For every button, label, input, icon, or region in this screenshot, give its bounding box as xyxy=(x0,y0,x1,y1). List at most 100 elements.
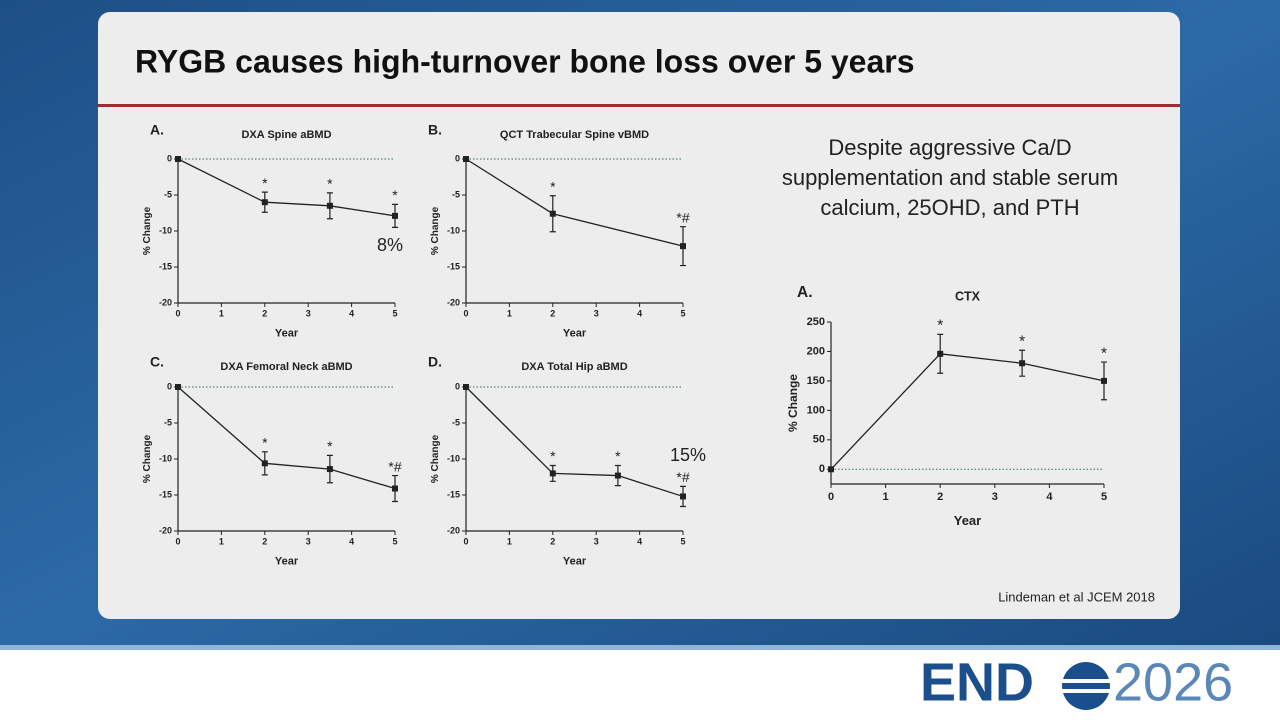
series-line xyxy=(830,353,1105,470)
chart-title: DXA Spine aBMD xyxy=(241,129,331,141)
significance-marker: * xyxy=(1101,345,1107,362)
x-tick-label: 5 xyxy=(392,308,397,318)
x-tick-label: 4 xyxy=(349,308,354,318)
point xyxy=(261,199,268,206)
y-tick-label: -15 xyxy=(447,489,460,499)
logo-globe xyxy=(1060,662,1112,710)
y-tick-label: 0 xyxy=(167,381,172,391)
x-tick-label: 3 xyxy=(594,536,599,546)
chart-title: DXA Femoral Neck aBMD xyxy=(220,361,352,373)
x-tick-label: 1 xyxy=(219,308,224,318)
panel-label: D. xyxy=(428,354,442,370)
x-tick-label: 5 xyxy=(392,536,397,546)
y-tick-label: -20 xyxy=(447,297,460,307)
significance-marker: * xyxy=(1019,333,1025,350)
x-tick-label: 4 xyxy=(349,536,354,546)
content-panel xyxy=(98,12,1180,619)
x-axis-label: Year xyxy=(954,513,981,528)
point xyxy=(614,472,621,479)
note-line: supplementation and stable serum xyxy=(782,165,1118,190)
x-tick-label: 0 xyxy=(828,491,834,503)
citation: Lindeman et al JCEM 2018 xyxy=(998,589,1155,604)
y-tick-label: 0 xyxy=(455,153,460,163)
significance-marker: * xyxy=(392,187,398,203)
note-line: Despite aggressive Ca/D xyxy=(828,135,1071,160)
y-axis-label: % Change xyxy=(430,434,441,483)
x-tick-label: 5 xyxy=(1101,491,1107,503)
x-tick-label: 5 xyxy=(680,536,685,546)
point xyxy=(463,156,469,162)
y-tick-label: 0 xyxy=(455,381,460,391)
x-axis-label: Year xyxy=(275,556,299,568)
x-tick-label: 4 xyxy=(637,308,642,318)
significance-marker: * xyxy=(937,318,943,335)
significance-marker: * xyxy=(262,435,268,451)
y-tick-label: -20 xyxy=(159,297,172,307)
point xyxy=(261,460,268,467)
point xyxy=(680,243,686,250)
point xyxy=(326,202,333,209)
x-axis-label: Year xyxy=(563,328,587,340)
significance-marker: * xyxy=(327,176,333,192)
point xyxy=(680,493,686,500)
point xyxy=(549,470,556,477)
y-tick-label: -10 xyxy=(159,453,172,463)
y-tick-label: -10 xyxy=(159,225,172,235)
x-tick-label: 0 xyxy=(463,536,468,546)
y-axis-label: % Change xyxy=(142,434,153,483)
annotation: 8% xyxy=(377,235,403,255)
x-tick-label: 1 xyxy=(507,536,512,546)
point xyxy=(326,466,333,473)
point xyxy=(828,466,834,473)
x-tick-label: 0 xyxy=(175,308,180,318)
y-tick-label: -10 xyxy=(447,453,460,463)
title-rule xyxy=(98,104,1180,107)
y-tick-label: -20 xyxy=(447,525,460,535)
y-tick-label: -10 xyxy=(447,225,460,235)
y-axis-label: % Change xyxy=(786,374,800,432)
y-tick-label: -15 xyxy=(447,261,460,271)
y-axis-label: % Change xyxy=(142,206,153,255)
point xyxy=(937,350,944,357)
chart-title: QCT Trabecular Spine vBMD xyxy=(500,129,649,141)
logo-right: 2026 xyxy=(1113,652,1233,712)
y-tick-label: -15 xyxy=(159,261,172,271)
significance-marker: *# xyxy=(676,209,689,225)
x-tick-label: 3 xyxy=(306,536,311,546)
chart-title: DXA Total Hip aBMD xyxy=(521,361,627,373)
point xyxy=(392,485,398,492)
x-axis-label: Year xyxy=(563,556,587,568)
x-tick-label: 4 xyxy=(637,536,642,546)
significance-marker: *# xyxy=(388,458,401,474)
x-tick-label: 4 xyxy=(1046,491,1053,503)
point xyxy=(1019,360,1026,367)
panel-label: A. xyxy=(150,122,164,138)
y-tick-label: 250 xyxy=(807,316,825,328)
significance-marker: * xyxy=(327,438,333,454)
x-tick-label: 1 xyxy=(883,491,889,503)
x-tick-label: 5 xyxy=(680,308,685,318)
x-tick-label: 3 xyxy=(992,491,998,503)
x-tick-label: 1 xyxy=(507,308,512,318)
x-tick-label: 3 xyxy=(306,308,311,318)
x-tick-label: 3 xyxy=(594,308,599,318)
panel-label: C. xyxy=(150,354,164,370)
logo-left: END xyxy=(920,652,1034,712)
x-tick-label: 2 xyxy=(262,308,267,318)
x-tick-label: 2 xyxy=(262,536,267,546)
y-tick-label: 0 xyxy=(819,463,825,475)
significance-marker: * xyxy=(615,448,621,464)
series-line xyxy=(177,386,396,490)
chart-title: CTX xyxy=(955,289,981,303)
y-tick-label: -20 xyxy=(159,525,172,535)
y-tick-label: -15 xyxy=(159,489,172,499)
y-tick-label: -5 xyxy=(452,189,460,199)
y-tick-label: -5 xyxy=(452,417,460,427)
point xyxy=(463,384,469,390)
point xyxy=(175,156,181,162)
point xyxy=(549,210,556,217)
x-axis-label: Year xyxy=(275,328,299,340)
significance-marker: * xyxy=(550,178,556,194)
point xyxy=(1101,377,1107,384)
y-tick-label: 200 xyxy=(807,345,825,357)
